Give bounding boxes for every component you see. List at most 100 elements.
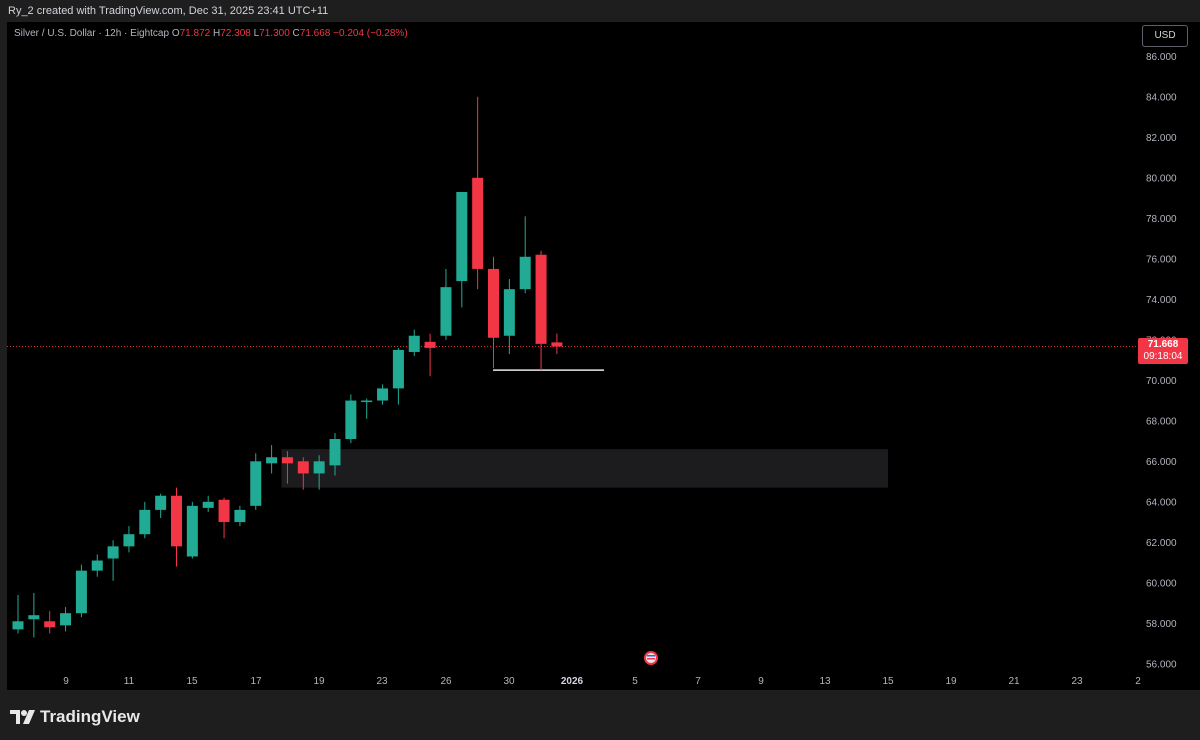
- candle: [361, 398, 373, 419]
- x-tick-label: 5: [632, 676, 638, 687]
- y-tick-label: 68.000: [1146, 416, 1177, 427]
- x-tick-label: 15: [186, 676, 198, 687]
- candle: [472, 96, 484, 290]
- y-tick-label: 58.000: [1146, 619, 1177, 630]
- candle: [60, 607, 72, 632]
- candle: [155, 493, 167, 518]
- candle: [408, 329, 420, 356]
- candle-body: [250, 461, 262, 506]
- candle: [535, 250, 547, 371]
- candle-body: [171, 495, 182, 547]
- candle: [313, 455, 325, 490]
- candle: [519, 216, 531, 294]
- y-tick-label: 56.000: [1146, 659, 1177, 670]
- y-tick-label: 66.000: [1146, 457, 1177, 468]
- candle-body: [313, 461, 325, 474]
- candle: [218, 497, 230, 539]
- candle-body: [488, 268, 499, 338]
- currency-button[interactable]: USD: [1142, 25, 1188, 47]
- candle-body: [139, 509, 151, 535]
- x-tick-label: 26: [440, 676, 452, 687]
- candle-body: [28, 615, 40, 620]
- x-tick-label: 23: [1071, 676, 1083, 687]
- candle-body: [345, 400, 357, 440]
- candle: [424, 333, 436, 377]
- y-tick-label: 60.000: [1146, 578, 1177, 589]
- candle: [377, 384, 389, 405]
- candle: [297, 457, 309, 490]
- low-label: L: [253, 28, 260, 39]
- candle-body: [123, 534, 135, 547]
- candle-body: [107, 546, 119, 559]
- open-label: O: [171, 28, 180, 39]
- y-tick-label: 70.000: [1146, 376, 1177, 387]
- close-label: C: [292, 28, 300, 39]
- candle: [123, 526, 135, 553]
- symbol-info: Silver / U.S. Dollar · 12h · Eightcap: [14, 28, 170, 39]
- y-tick-label: 64.000: [1146, 497, 1177, 508]
- candle: [171, 487, 182, 567]
- y-tick-label: 82.000: [1146, 133, 1177, 144]
- x-tick-label: 30: [503, 676, 515, 687]
- tradingview-logo[interactable]: TradingView: [10, 707, 140, 727]
- y-tick-label: 84.000: [1146, 92, 1177, 103]
- y-tick-label: 74.000: [1146, 295, 1177, 306]
- candle: [551, 333, 563, 354]
- candles-layer: [12, 96, 563, 638]
- candle-body: [75, 570, 87, 614]
- candle-body: [60, 613, 72, 626]
- candle: [91, 554, 103, 577]
- candle: [392, 347, 404, 405]
- x-tick-label: 19: [945, 676, 957, 687]
- candle-body: [218, 499, 230, 523]
- candle-body: [440, 287, 452, 336]
- x-tick-label: 9: [758, 676, 764, 687]
- candle: [345, 394, 357, 444]
- candle-body: [424, 341, 436, 348]
- candle: [186, 501, 198, 559]
- candle-body: [266, 457, 278, 464]
- demand-zone: [281, 449, 888, 488]
- candle: [440, 268, 452, 340]
- candle-body: [297, 461, 309, 474]
- candle-body: [377, 388, 389, 401]
- last-price-line-layer: [7, 346, 1137, 371]
- low-value: 71.300: [259, 28, 290, 39]
- countdown-timer: 09:18:04: [1143, 351, 1183, 362]
- y-tick-label: 76.000: [1146, 254, 1177, 265]
- last-price-value: 71.668: [1147, 339, 1179, 350]
- candle-body: [202, 501, 214, 508]
- candle-body: [44, 621, 56, 628]
- x-tick-label: 21: [1008, 676, 1020, 687]
- demand-zone-layer: [281, 449, 888, 488]
- x-tick-label: 17: [250, 676, 262, 687]
- time-axis[interactable]: 9 11 15 17 19 23 26 30 2026 5 7 9 13 15 19 21 23 2: [63, 676, 1141, 687]
- candle: [75, 564, 87, 618]
- candle: [44, 611, 56, 634]
- candle-body: [519, 256, 531, 290]
- candle-body: [551, 342, 563, 347]
- candle: [329, 432, 341, 476]
- candle-body: [155, 495, 167, 510]
- candle-body: [12, 621, 24, 630]
- candle-body: [329, 439, 341, 466]
- high-label: H: [213, 28, 221, 39]
- last-price-label: 71.668 09:18:04: [1138, 338, 1188, 364]
- change-value: −0.204 (−0.28%): [333, 28, 408, 39]
- brand-name: TradingView: [40, 707, 140, 726]
- x-tick-label: 9: [63, 676, 69, 687]
- candle: [503, 279, 515, 354]
- x-tick-label: 15: [882, 676, 894, 687]
- x-tick-label: 7: [695, 676, 701, 687]
- x-tick-label: 13: [819, 676, 831, 687]
- candle-body: [535, 254, 547, 344]
- candle: [28, 592, 40, 638]
- candle-body: [456, 191, 468, 282]
- candle: [12, 594, 24, 634]
- candle: [250, 453, 262, 510]
- chart-area[interactable]: [7, 22, 1200, 690]
- x-tick-label: 2: [1135, 676, 1141, 687]
- candle-body: [91, 560, 103, 571]
- flag-icon[interactable]: [644, 651, 658, 665]
